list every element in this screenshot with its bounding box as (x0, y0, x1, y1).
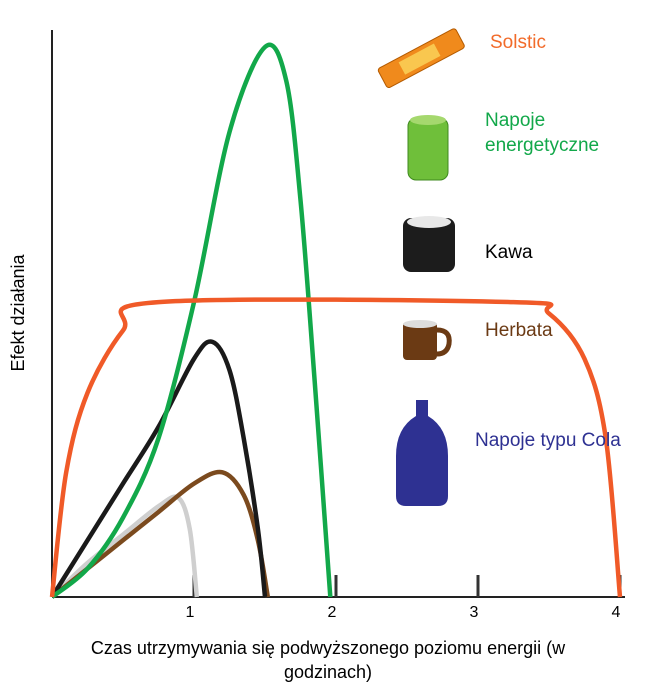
y-axis-label: Efekt działania (8, 253, 28, 371)
x-axis-label: Czas utrzymywania się podwyższonego pozi… (88, 636, 568, 684)
x-tick-label: 4 (612, 604, 621, 621)
series-line (52, 472, 268, 597)
coffee-can-icon (403, 216, 455, 272)
legend-entry: Solstic (490, 30, 640, 55)
bottle-icon (396, 400, 448, 506)
stick-icon (377, 28, 465, 89)
mug-icon (403, 320, 449, 360)
x-tick-label: 2 (328, 604, 337, 621)
legend-entry: Herbata (485, 318, 605, 343)
series-line (52, 45, 330, 597)
series-line (52, 341, 265, 597)
legend-entry: Napoje energetyczne (485, 108, 625, 158)
chart-canvas: Efekt działania 1 2 3 4 (0, 0, 656, 693)
legend-entry: Napoje typu Cola (475, 428, 655, 453)
can-icon (408, 115, 448, 180)
x-tick-label: 1 (186, 604, 195, 621)
legend-entry: Kawa (485, 240, 605, 265)
x-tick-label: 3 (470, 604, 479, 621)
chart: Efekt działania 1 2 3 4 Czas utrzymywania s… (0, 0, 656, 693)
